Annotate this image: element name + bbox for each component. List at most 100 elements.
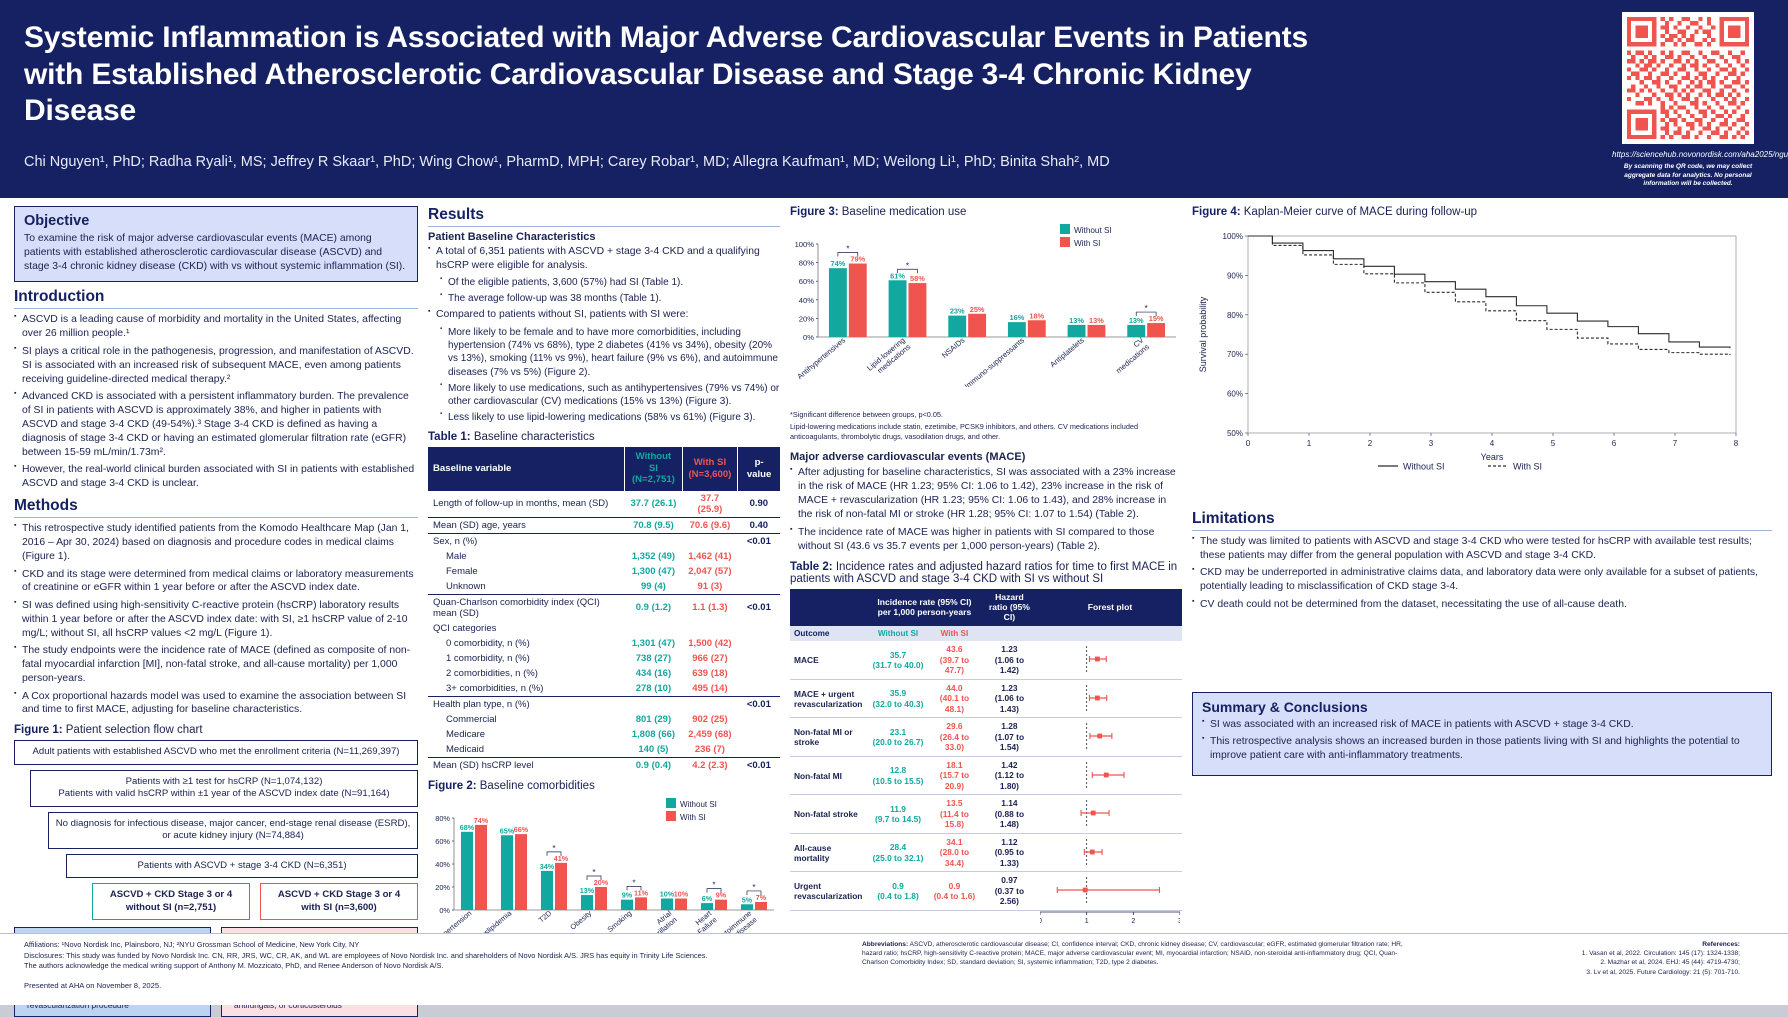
cell-outcome: All-cause mortality bbox=[790, 833, 868, 873]
cell-incidence-with-si: 13.5 (11.4 to 15.8) bbox=[928, 794, 981, 834]
svg-text:Survival probability: Survival probability bbox=[1198, 296, 1208, 372]
cell-with-si: 1,462 (41) bbox=[688, 550, 732, 562]
objective-box: Objective To examine the risk of major a… bbox=[14, 206, 418, 283]
cell-outcome: Non-fatal MI or stroke bbox=[790, 717, 868, 757]
svg-text:40%: 40% bbox=[799, 296, 814, 305]
figure4-label: Figure 4: bbox=[1192, 206, 1241, 218]
svg-text:79%: 79% bbox=[850, 255, 865, 264]
figure4-caption-text: Kaplan-Meier curve of MACE during follow… bbox=[1243, 206, 1478, 218]
th-without-si: Without SI bbox=[868, 625, 929, 642]
table1-label: Table 1: bbox=[428, 431, 471, 444]
forest-axis: 0 1 2 3 bbox=[1038, 910, 1182, 929]
list-item: Compared to patients without SI, patient… bbox=[428, 307, 780, 322]
table-row: Sex, n (%) <0.01 bbox=[428, 532, 780, 549]
cell-without-si: 801 (29) bbox=[635, 713, 672, 725]
cell-p-value bbox=[738, 549, 780, 564]
cell-without-si: 1,808 (66) bbox=[631, 728, 676, 740]
cell-label: Commercial bbox=[446, 713, 497, 725]
table-row: Unknown 99 (4) 91 (3) bbox=[428, 579, 780, 595]
svg-text:0: 0 bbox=[1040, 918, 1042, 925]
table-row: 2 comorbidities, n (%) 434 (16) 639 (18) bbox=[428, 666, 780, 681]
cell-hazard-ratio: 0.97 (0.37 to 2.56) bbox=[980, 871, 1038, 911]
cell-incidence-without-si: 35.9 (32.0 to 40.3) bbox=[868, 679, 929, 719]
svg-text:13%: 13% bbox=[580, 886, 595, 895]
list-item: A total of 6,351 patients with ASCVD + s… bbox=[428, 244, 780, 273]
table-row: Health plan type, n (%) <0.01 bbox=[428, 695, 780, 712]
svg-text:T2D: T2D bbox=[537, 908, 553, 924]
table-row: MACE + urgent revascularization 35.9 (32.0… bbox=[790, 679, 1182, 719]
cell-hazard-ratio: 1.42 (1.12 to 1.80) bbox=[980, 756, 1038, 796]
cell-outcome: Urgent revascularization bbox=[790, 871, 868, 911]
cell-with-si: 70.6 (9.6) bbox=[682, 516, 738, 534]
cell-label: QCI categories bbox=[433, 622, 497, 634]
list-item: However, the real-world clinical burden … bbox=[14, 462, 418, 491]
svg-text:*: * bbox=[1145, 303, 1149, 313]
methods-list: This retrospective study identified pati… bbox=[14, 521, 418, 717]
svg-text:60%: 60% bbox=[1227, 390, 1243, 399]
svg-text:100%: 100% bbox=[1223, 232, 1243, 241]
cell-label: Sex, n (%) bbox=[428, 532, 625, 549]
svg-text:medications: medications bbox=[1114, 342, 1151, 375]
cell-label: 0 comorbidity, n (%) bbox=[446, 637, 530, 649]
svg-text:58%: 58% bbox=[910, 274, 925, 283]
svg-text:10%: 10% bbox=[660, 889, 675, 898]
cell-p-value bbox=[738, 681, 780, 697]
footer-abbrev-label: Abbreviations: bbox=[862, 941, 909, 948]
table-subheader-row: Outcome Without SI With SI bbox=[790, 625, 1182, 642]
qr-url[interactable]: https://sciencehub.novonordisk.com/aha20… bbox=[1612, 150, 1788, 159]
cell-with-si: 236 (7) bbox=[694, 743, 725, 755]
list-item: More likely to use medications, such as … bbox=[440, 381, 780, 409]
figure3-caption-text: Baseline medication use bbox=[841, 206, 967, 218]
svg-text:1: 1 bbox=[1307, 439, 1312, 448]
svg-text:Without SI: Without SI bbox=[680, 800, 717, 809]
list-item: ASCVD is a leading cause of morbidity an… bbox=[14, 312, 418, 341]
results-sublist-2: More likely to be female and to have mor… bbox=[440, 325, 780, 425]
cell-label: 3+ comorbidities, n (%) bbox=[446, 682, 544, 694]
svg-text:65%: 65% bbox=[500, 826, 515, 835]
svg-text:7: 7 bbox=[1673, 439, 1678, 448]
flow-box-4: Patients with ASCVD + stage 3-4 CKD (N=6… bbox=[66, 853, 418, 879]
cell-forest-plot bbox=[1037, 641, 1182, 680]
footer-presented: Presented at AHA on November 8, 2025. bbox=[24, 981, 162, 991]
svg-text:9%: 9% bbox=[716, 890, 727, 899]
figure3-svg: 0%20%40%60%80%100%74%79%*Antihypertensiv… bbox=[795, 224, 1176, 391]
cell-label: Mean (SD) hsCRP level bbox=[428, 756, 625, 773]
svg-text:100%: 100% bbox=[795, 240, 815, 249]
objective-text: To examine the risk of major adverse car… bbox=[24, 233, 406, 272]
th-baseline-variable: Baseline variable bbox=[428, 447, 625, 491]
summary-heading: Summary & Conclusions bbox=[1202, 698, 1368, 715]
cell-incidence-with-si: 44.0 (40.1 to 48.1) bbox=[928, 679, 981, 719]
cell-p-value: 0.40 bbox=[737, 516, 780, 534]
figure2-caption: Figure 2: Baseline comorbidities bbox=[428, 780, 780, 792]
list-item: The study endpoints were the incidence r… bbox=[14, 643, 418, 686]
cell-p-value bbox=[738, 712, 780, 727]
table-row: Length of follow-up in months, mean (SD)… bbox=[428, 489, 780, 518]
svg-text:13%: 13% bbox=[1129, 316, 1144, 325]
footer-references-block: References: 1. Vasan et al, 2022. Circul… bbox=[1440, 940, 1740, 1005]
cell-p-value bbox=[738, 727, 780, 742]
page-title: Systemic Inflammation is Associated with… bbox=[24, 21, 1308, 128]
figure1-caption-text: Patient selection flow chart bbox=[65, 724, 203, 737]
results-sublist-1: Of the eligible patients, 3,600 (57%) ha… bbox=[440, 275, 780, 305]
flow-groups-row: ASCVD + CKD Stage 3 or 4 without SI (n=2… bbox=[92, 883, 418, 925]
svg-text:Smoking: Smoking bbox=[605, 908, 633, 933]
figure3-chart: 0% 20% 40% 60% 80% 100% 74% 79% * Antihypertensiv… bbox=[790, 222, 1182, 392]
svg-text:66%: 66% bbox=[514, 825, 529, 834]
column-2: Results Patient Baseline Characteristics… bbox=[428, 206, 780, 990]
svg-text:68%: 68% bbox=[460, 823, 475, 832]
cell-without-si: 70.8 (9.5) bbox=[624, 516, 683, 534]
svg-text:Immuno-suppressants: Immuno-suppressants bbox=[963, 336, 1026, 387]
cell-without-si: 1,352 (49) bbox=[631, 550, 676, 562]
cell-without-si: 1,301 (47) bbox=[631, 637, 676, 649]
table1-caption-text: Baseline characteristics bbox=[473, 431, 595, 444]
list-item: SI was associated with an increased risk… bbox=[1202, 717, 1762, 732]
svg-text:0%: 0% bbox=[439, 906, 450, 915]
qr-code[interactable] bbox=[1622, 12, 1754, 144]
cell-with-si: 966 (27) bbox=[692, 652, 728, 664]
cell-without-si: 140 (5) bbox=[638, 743, 669, 755]
cell-forest-plot bbox=[1037, 679, 1182, 719]
cell-label: Unknown bbox=[446, 580, 486, 592]
svg-text:With SI: With SI bbox=[1074, 239, 1100, 248]
cell-incidence-without-si: 28.4 (25.0 to 32.1) bbox=[868, 833, 929, 873]
